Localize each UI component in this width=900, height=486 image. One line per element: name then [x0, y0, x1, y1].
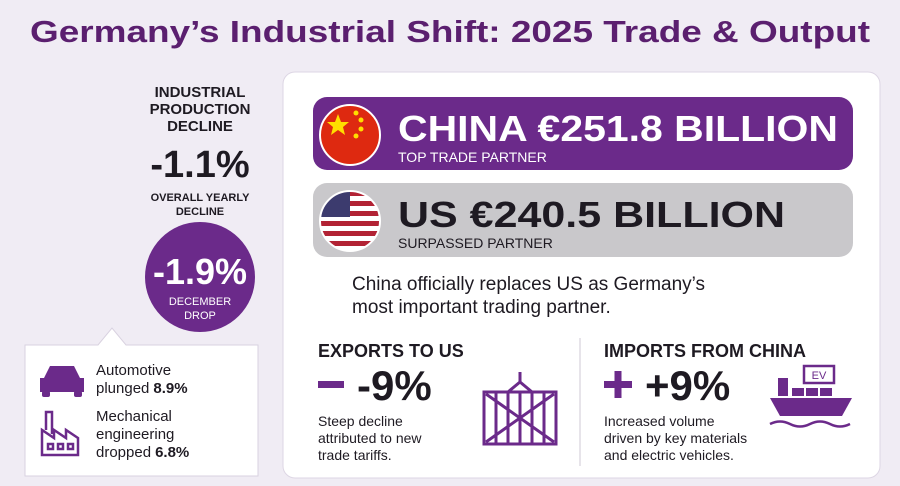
sector-text: dropped 6.8% [96, 444, 189, 461]
sector-text: plunged [96, 380, 149, 397]
sector-text: Automotive [96, 362, 171, 379]
statement: most important trading partner. [352, 297, 611, 318]
december-circle [145, 222, 255, 332]
sector-value: 8.9% [153, 380, 187, 397]
imports-description: and electric vehicles. [604, 447, 734, 463]
partner-headline: CHINA €251.8 BILLION [398, 108, 838, 149]
title: Germany’s Industrial Shift: 2025 Trade &… [30, 14, 870, 49]
flag-ring [319, 190, 381, 252]
us-flag [320, 191, 380, 251]
exports-description: attributed to new [318, 430, 422, 446]
exports-description: trade tariffs. [318, 447, 392, 463]
china-flag [320, 105, 380, 165]
heading-line: INDUSTRIAL [155, 84, 246, 101]
production-panel: INDUSTRIAL PRODUCTION DECLINE -1.1% OVER… [145, 84, 255, 332]
sector-value: 6.8% [155, 444, 189, 461]
imports: IMPORTS FROM CHINA +9% Increased volume … [604, 341, 852, 463]
heading-line: PRODUCTION [150, 101, 251, 118]
statement: China officially replaces US as Germany’… [352, 274, 705, 295]
exports-description: Steep decline [318, 413, 403, 429]
banner [313, 183, 853, 257]
december-label: DECEMBER [169, 296, 231, 308]
sectors-box: Automotive plunged 8.9% Mechanical engine… [24, 327, 259, 477]
trade-panel [282, 71, 881, 479]
december-value: -1.9% [153, 251, 247, 292]
exports: EXPORTS TO US -9% Steep decline attribut… [318, 341, 558, 463]
imports-description: Increased volume [604, 413, 715, 429]
minus-icon [318, 381, 344, 388]
car-icon [40, 366, 84, 397]
ship-icon: EV [769, 364, 852, 428]
imports-heading: IMPORTS FROM CHINA [604, 341, 806, 361]
sectors-card [24, 327, 259, 477]
exports-heading: EXPORTS TO US [318, 341, 464, 361]
sector-text: dropped [96, 444, 151, 461]
yearly-label: OVERALL YEARLY [151, 192, 250, 204]
plus-icon [614, 371, 622, 398]
ship-label: EV [812, 370, 827, 382]
imports-value: +9% [645, 362, 730, 409]
december-label: DROP [184, 310, 216, 322]
us-banner: US €240.5 BILLION SURPASSED PARTNER [313, 183, 853, 257]
partner-subtitle: SURPASSED PARTNER [398, 235, 553, 251]
sector-text: plunged 8.9% [96, 380, 188, 397]
china-banner: CHINA €251.8 BILLION TOP TRADE PARTNER [313, 97, 853, 170]
exports-value: -9% [357, 362, 432, 409]
banner [313, 97, 853, 170]
heading-line: DECLINE [167, 118, 233, 135]
flag-ring [319, 104, 381, 166]
sector-text: engineering [96, 426, 174, 443]
partner-headline: US €240.5 BILLION [398, 194, 785, 235]
sector-text: Mechanical [96, 408, 172, 425]
partner-subtitle: TOP TRADE PARTNER [398, 149, 547, 165]
yearly-value: -1.1% [150, 144, 249, 186]
factory-icon [40, 410, 80, 457]
yearly-label: DECLINE [176, 206, 224, 218]
container-icon [482, 372, 558, 446]
imports-description: driven by key materials [604, 430, 747, 446]
